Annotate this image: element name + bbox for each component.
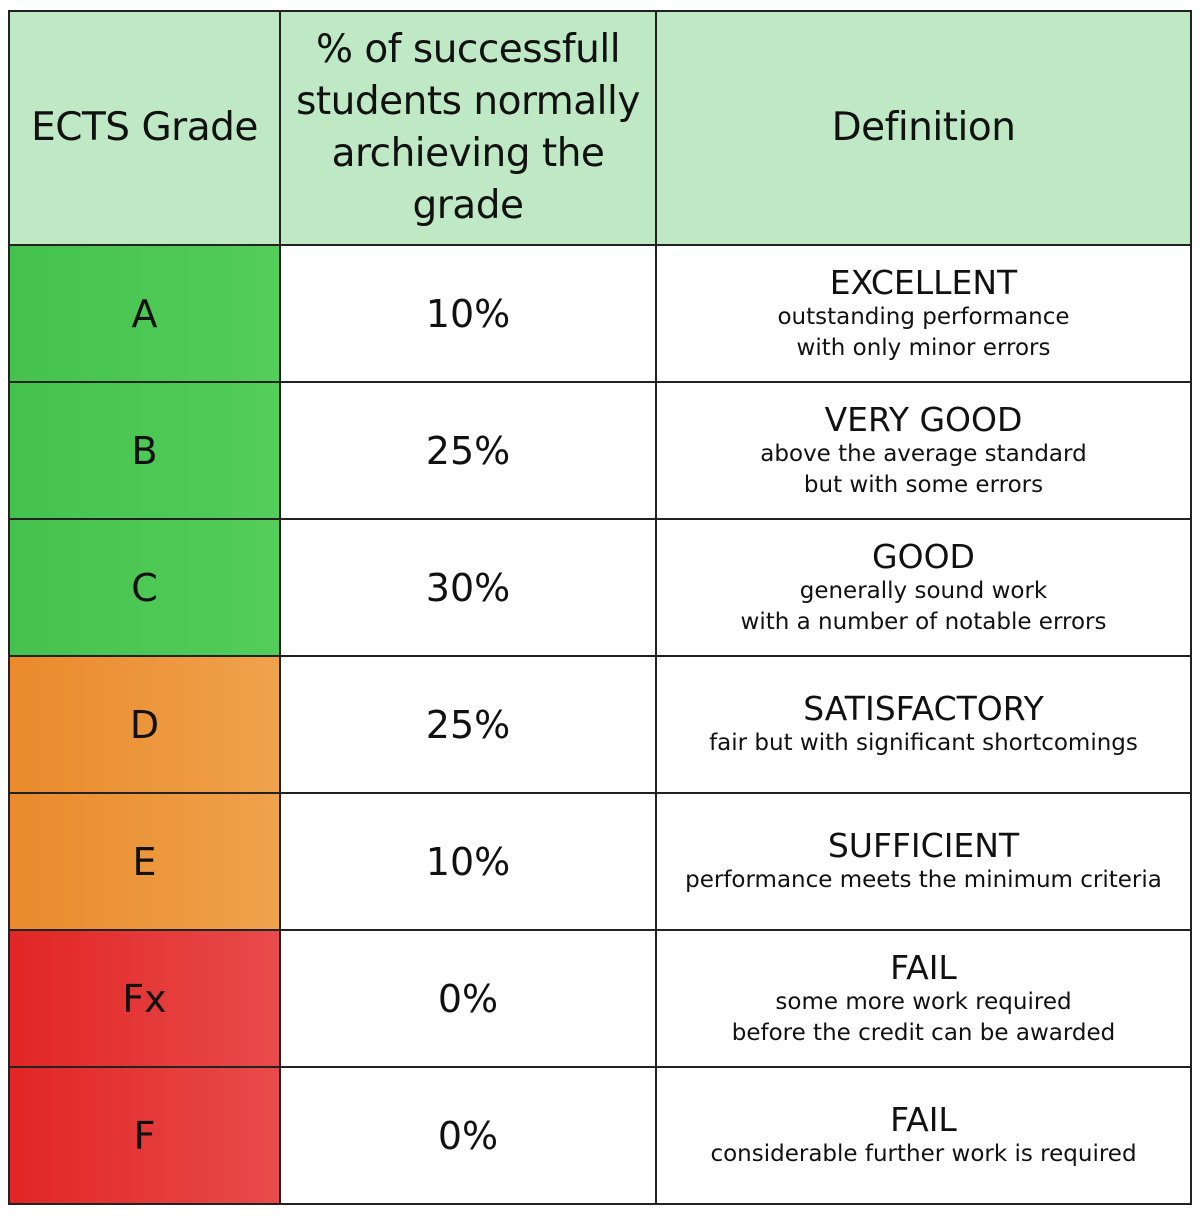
percent-cell: 0%: [279, 929, 657, 1068]
table-row: C 30% GOOD generally sound work with a numbe…: [8, 518, 1192, 657]
definition-title: GOOD: [872, 536, 975, 576]
grade-cell: E: [8, 792, 281, 931]
definition-description: with a number of notable errors: [740, 608, 1107, 635]
grade-cell: F: [8, 1066, 281, 1205]
definition-title: EXCELLENT: [829, 262, 1018, 302]
percent-cell: 10%: [279, 792, 657, 931]
definition-description: before the credit can be awarded: [731, 1019, 1116, 1046]
table-row: A 10% EXCELLENT outstanding performance with…: [8, 244, 1192, 383]
table-row: B 25% VERY GOOD above the average standard b…: [8, 381, 1192, 520]
table-header-row: ECTS Grade % of successfull students nor…: [8, 10, 1192, 246]
definition-cell: SATISFACTORY fair but with significant sh…: [655, 655, 1192, 794]
grade-cell: B: [8, 381, 281, 520]
definition-description: performance meets the minimum criteria: [685, 867, 1162, 893]
definition-description: fair but with significant shortcomings: [709, 730, 1138, 756]
percent-cell: 30%: [279, 518, 657, 657]
header-percent: % of successfull students normally archi…: [279, 10, 657, 246]
table-row: Fx 0% FAIL some more work required before th…: [8, 929, 1192, 1068]
grade-cell: C: [8, 518, 281, 657]
header-percent-line: students normally: [296, 79, 640, 124]
header-ects-grade: ECTS Grade: [8, 10, 281, 246]
definition-description: considerable further work is required: [710, 1141, 1137, 1167]
header-percent-line: archieving the grade: [331, 131, 605, 228]
definition-cell: FAIL some more work required before the cr…: [655, 929, 1192, 1068]
percent-cell: 0%: [279, 1066, 657, 1205]
definition-cell: EXCELLENT outstanding performance with onl…: [655, 244, 1192, 383]
definition-title: SUFFICIENT: [827, 826, 1020, 865]
definition-description: but with some errors: [803, 471, 1044, 498]
grade-cell: Fx: [8, 929, 281, 1068]
ects-grade-table: ECTS Grade % of successfull students nor…: [8, 10, 1192, 1205]
definition-title: VERY GOOD: [824, 399, 1023, 439]
definition-description: generally sound work: [799, 577, 1048, 604]
table-row: D 25% SATISFACTORY fair but with significan…: [8, 655, 1192, 794]
grade-cell: D: [8, 655, 281, 794]
header-definition: Definition: [655, 10, 1192, 246]
definition-title: FAIL: [890, 947, 957, 987]
definition-title: FAIL: [890, 1100, 957, 1139]
definition-cell: FAIL considerable further work is require…: [655, 1066, 1192, 1205]
table-row: F 0% FAIL considerable further work is requ…: [8, 1066, 1192, 1205]
percent-cell: 10%: [279, 244, 657, 383]
definition-description: outstanding performance: [777, 303, 1070, 330]
definition-description: above the average standard: [760, 440, 1087, 467]
definition-cell: VERY GOOD above the average standard but w…: [655, 381, 1192, 520]
percent-cell: 25%: [279, 655, 657, 794]
table-row: E 10% SUFFICIENT performance meets the mini…: [8, 792, 1192, 931]
grade-cell: A: [8, 244, 281, 383]
definition-description: some more work required: [775, 988, 1072, 1015]
definition-cell: SUFFICIENT performance meets the minimum …: [655, 792, 1192, 931]
definition-cell: GOOD generally sound work with a number of…: [655, 518, 1192, 657]
percent-cell: 25%: [279, 381, 657, 520]
definition-description: with only minor errors: [796, 334, 1051, 361]
definition-title: SATISFACTORY: [803, 689, 1044, 728]
header-percent-line: % of successfull: [315, 27, 621, 72]
